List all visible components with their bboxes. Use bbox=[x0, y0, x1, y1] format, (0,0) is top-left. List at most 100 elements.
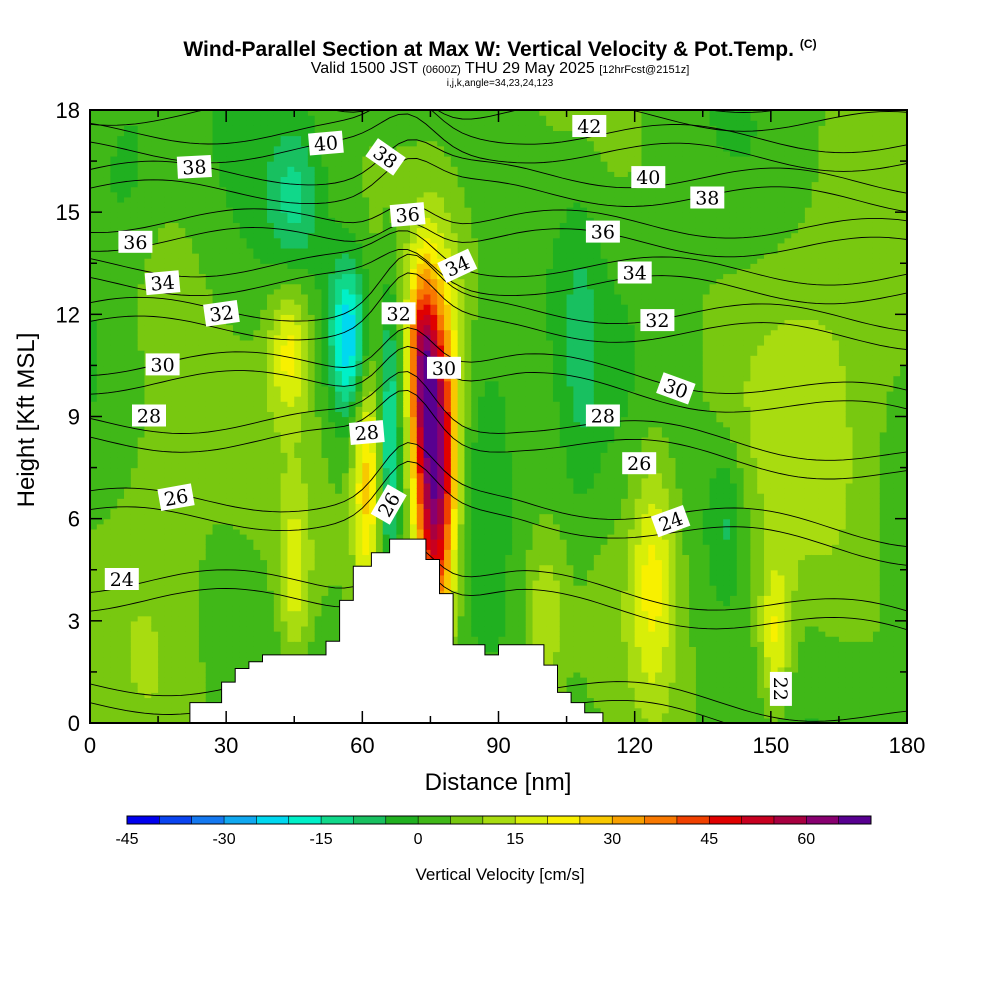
vv-cell bbox=[328, 263, 336, 269]
vv-cell bbox=[158, 375, 166, 382]
vv-cell bbox=[103, 293, 112, 300]
vv-cell bbox=[335, 120, 343, 126]
vv-cell bbox=[355, 508, 363, 515]
vv-cell bbox=[212, 697, 220, 704]
vv-cell bbox=[232, 569, 241, 576]
vv-cell bbox=[151, 702, 159, 709]
vv-cell bbox=[314, 120, 323, 126]
vv-cell bbox=[198, 579, 207, 586]
vv-cell bbox=[314, 564, 323, 571]
vv-cell bbox=[273, 513, 282, 520]
vv-cell bbox=[246, 324, 254, 331]
vv-cell bbox=[219, 472, 227, 479]
vv-cell bbox=[301, 585, 309, 591]
vv-cell bbox=[294, 620, 302, 627]
vv-cell bbox=[226, 401, 234, 407]
vv-cell bbox=[96, 365, 105, 372]
vv-cell bbox=[232, 447, 241, 453]
vv-cell bbox=[226, 375, 234, 382]
vv-cell bbox=[198, 120, 207, 126]
vv-cell bbox=[124, 656, 132, 663]
vv-cell bbox=[226, 242, 234, 249]
vv-cell bbox=[301, 120, 309, 126]
vv-cell bbox=[260, 411, 268, 418]
vv-cell bbox=[253, 539, 261, 545]
vv-cell bbox=[117, 436, 125, 443]
vv-cell bbox=[178, 615, 186, 622]
vv-cell bbox=[151, 477, 159, 484]
vv-cell bbox=[130, 217, 139, 223]
vv-cell bbox=[355, 319, 363, 326]
vv-cell bbox=[192, 523, 200, 530]
vv-cell bbox=[307, 569, 316, 576]
vv-cell bbox=[314, 457, 323, 464]
vv-cell bbox=[321, 452, 329, 458]
vv-cell bbox=[273, 181, 282, 188]
vv-cell bbox=[294, 564, 302, 571]
vv-cell bbox=[226, 472, 234, 479]
vv-cell bbox=[110, 411, 118, 418]
vv-cell bbox=[355, 416, 363, 423]
vv-cell bbox=[267, 314, 275, 321]
vv-cell bbox=[267, 574, 275, 581]
vv-cell bbox=[335, 554, 343, 561]
vv-cell bbox=[158, 145, 166, 152]
vv-cell bbox=[301, 278, 309, 285]
vv-cell bbox=[226, 477, 234, 484]
vv-cell bbox=[314, 411, 323, 418]
vv-cell bbox=[348, 253, 357, 259]
vv-cell bbox=[314, 579, 323, 586]
vv-cell bbox=[90, 150, 98, 157]
vv-cell bbox=[273, 447, 282, 453]
vv-cell bbox=[260, 416, 268, 423]
vv-cell bbox=[314, 467, 323, 474]
vv-cell bbox=[164, 145, 173, 152]
vv-cell bbox=[355, 191, 363, 198]
vv-cell bbox=[294, 385, 302, 392]
vv-cell bbox=[144, 646, 152, 653]
vv-cell bbox=[124, 467, 132, 474]
vv-cell bbox=[158, 176, 166, 183]
vv-cell bbox=[369, 375, 377, 382]
vv-cell bbox=[198, 110, 207, 116]
vv-cell bbox=[96, 334, 105, 341]
vv-cell bbox=[137, 130, 146, 137]
vv-cell bbox=[253, 355, 261, 361]
vv-cell bbox=[280, 503, 289, 510]
vv-cell bbox=[103, 273, 112, 280]
vv-cell bbox=[185, 442, 193, 448]
vv-cell bbox=[192, 253, 200, 259]
vv-cell bbox=[198, 539, 207, 545]
vv-cell bbox=[321, 288, 329, 295]
vv-cell bbox=[103, 120, 112, 126]
vv-cell bbox=[294, 380, 302, 387]
vv-cell bbox=[151, 559, 159, 566]
vv-cell bbox=[178, 544, 186, 550]
vv-cell bbox=[212, 115, 220, 121]
vv-cell bbox=[294, 436, 302, 443]
vv-cell bbox=[246, 207, 254, 213]
vv-cell bbox=[321, 186, 329, 193]
vv-cell bbox=[287, 191, 295, 198]
vv-cell bbox=[144, 605, 152, 612]
vv-cell bbox=[124, 503, 132, 510]
vv-cell bbox=[232, 539, 241, 545]
vv-cell bbox=[219, 523, 227, 530]
vv-cell bbox=[212, 293, 220, 300]
vv-cell bbox=[144, 390, 152, 397]
vv-cell bbox=[178, 687, 186, 693]
vv-cell bbox=[328, 370, 336, 377]
vv-cell bbox=[103, 523, 112, 530]
vv-cell bbox=[212, 692, 220, 699]
vv-cell bbox=[239, 488, 248, 494]
vv-cell bbox=[205, 334, 214, 341]
vv-cell bbox=[246, 212, 254, 218]
vv-cell bbox=[328, 498, 336, 504]
vv-cell bbox=[164, 528, 173, 535]
vv-cell bbox=[307, 334, 316, 341]
vv-cell bbox=[130, 299, 139, 305]
vv-cell bbox=[253, 288, 261, 295]
vv-cell bbox=[144, 554, 152, 561]
vv-cell bbox=[171, 242, 180, 249]
vv-cell bbox=[90, 661, 98, 668]
